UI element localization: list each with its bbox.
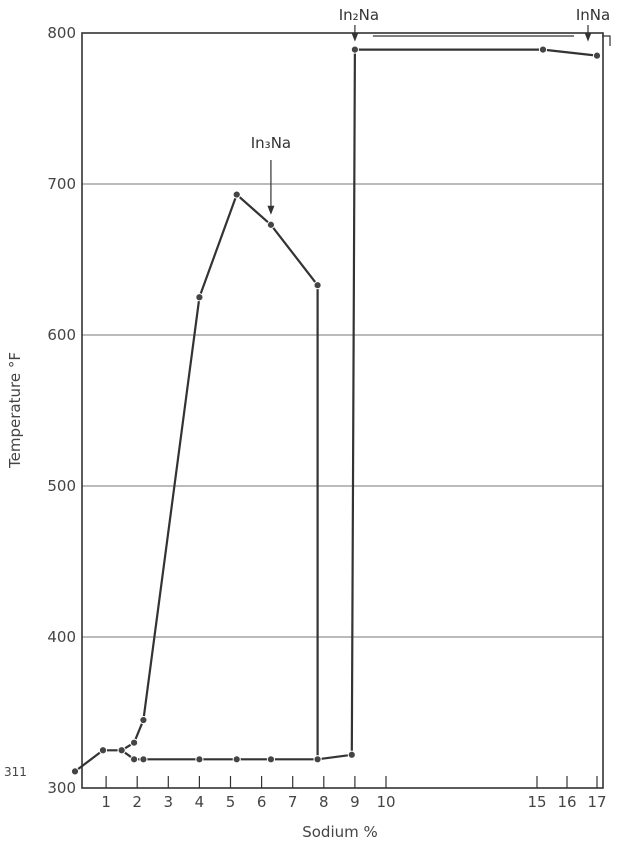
data-point bbox=[347, 750, 356, 759]
x-tick-label: 8 bbox=[319, 793, 329, 811]
data-point bbox=[592, 51, 602, 60]
data-point bbox=[195, 755, 204, 764]
y-tick-label: 500 bbox=[47, 477, 76, 495]
data-point bbox=[266, 220, 276, 229]
x-tick-label: 2 bbox=[132, 793, 142, 811]
data-point bbox=[70, 767, 80, 776]
data-point bbox=[313, 281, 322, 290]
annotation-label: In₂Na bbox=[339, 6, 379, 24]
data-point bbox=[139, 755, 148, 764]
annotation-arrow-head bbox=[584, 32, 592, 42]
x-tick-label: 3 bbox=[164, 793, 174, 811]
y-tick-label: 300 bbox=[47, 779, 76, 797]
data-point bbox=[117, 746, 126, 755]
annotation-arrow-head bbox=[267, 205, 275, 215]
series-line-1 bbox=[317, 48, 598, 761]
x-tick-label: 16 bbox=[557, 793, 576, 811]
annotation-bracket-end bbox=[602, 35, 611, 46]
x-tick-label: 4 bbox=[195, 793, 205, 811]
y-tick-label: 700 bbox=[47, 175, 76, 193]
y-tick-labels: 300 400 500 600 700 800 bbox=[47, 24, 76, 797]
annotations: In₃Na In₂Na InNa bbox=[251, 6, 611, 215]
x-tick-label: 10 bbox=[376, 793, 395, 811]
frame-layer bbox=[81, 32, 604, 789]
data-point bbox=[139, 715, 148, 725]
data-point bbox=[313, 755, 322, 764]
grid-layer bbox=[82, 183, 603, 638]
annotation-arrow-head bbox=[351, 32, 359, 42]
y-tick-label: 600 bbox=[47, 326, 76, 344]
plot-frame bbox=[81, 32, 604, 789]
x-tick-label: 1 bbox=[101, 793, 111, 811]
y-extra-label-311: 311 bbox=[4, 765, 27, 779]
x-tick-label: 9 bbox=[350, 793, 360, 811]
y-axis-title: Temperature °F bbox=[6, 352, 24, 469]
x-tick-label: 6 bbox=[257, 793, 267, 811]
data-point bbox=[232, 190, 241, 199]
data-point bbox=[195, 293, 204, 302]
points-layer bbox=[70, 45, 602, 776]
y-tick-label: 400 bbox=[47, 628, 76, 646]
x-axis-title: Sodium % bbox=[302, 823, 378, 841]
annotation-label: In₃Na bbox=[251, 134, 291, 152]
annotation-label: InNa bbox=[576, 6, 610, 24]
data-point bbox=[129, 755, 139, 764]
x-tick-label: 15 bbox=[527, 793, 546, 811]
series-line-0 bbox=[74, 193, 319, 773]
data-point bbox=[538, 45, 548, 54]
y-tick-label: 800 bbox=[47, 24, 76, 42]
data-point bbox=[232, 755, 241, 764]
x-tick-label: 7 bbox=[288, 793, 298, 811]
series-layer bbox=[74, 48, 598, 773]
data-point bbox=[266, 755, 276, 764]
data-point bbox=[98, 746, 108, 755]
x-tick-label: 17 bbox=[587, 793, 606, 811]
data-point bbox=[129, 738, 139, 747]
data-point bbox=[350, 45, 359, 54]
x-tick-label: 5 bbox=[226, 793, 236, 811]
x-tick-labels: 1 2 3 4 5 6 7 8 9 10 15 16 17 bbox=[101, 776, 607, 811]
